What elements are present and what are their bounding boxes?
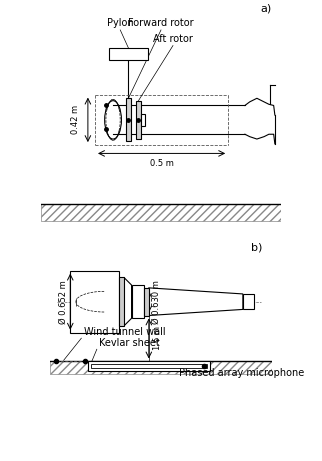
Bar bbox=[119, 278, 124, 326]
Text: 0.5 m: 0.5 m bbox=[150, 159, 174, 167]
Text: Kevlar sheet: Kevlar sheet bbox=[99, 338, 160, 348]
Text: Phased array microphone: Phased array microphone bbox=[179, 368, 304, 378]
Bar bbox=[109, 48, 147, 60]
Polygon shape bbox=[124, 278, 132, 326]
Bar bbox=[132, 285, 144, 318]
Text: Ø 0.630 m: Ø 0.630 m bbox=[151, 280, 160, 324]
Bar bbox=[90, 364, 207, 368]
Bar bbox=[136, 100, 141, 139]
Bar bbox=[141, 114, 145, 126]
Polygon shape bbox=[149, 288, 243, 315]
Bar bbox=[88, 361, 210, 371]
Text: b): b) bbox=[251, 243, 263, 253]
Bar bbox=[126, 98, 130, 142]
Text: Wind tunnel wall: Wind tunnel wall bbox=[83, 327, 165, 337]
Bar bbox=[70, 271, 119, 333]
Text: Ø 0.652 m: Ø 0.652 m bbox=[59, 280, 68, 324]
Text: Forward rotor: Forward rotor bbox=[128, 18, 194, 29]
Text: 1.6 m: 1.6 m bbox=[153, 326, 162, 350]
Text: 0.42 m: 0.42 m bbox=[71, 105, 80, 135]
Bar bbox=[243, 294, 254, 309]
Bar bbox=[144, 288, 149, 315]
Text: Aft rotor: Aft rotor bbox=[153, 34, 193, 44]
Text: a): a) bbox=[260, 4, 271, 14]
Text: Pylon: Pylon bbox=[107, 18, 134, 29]
